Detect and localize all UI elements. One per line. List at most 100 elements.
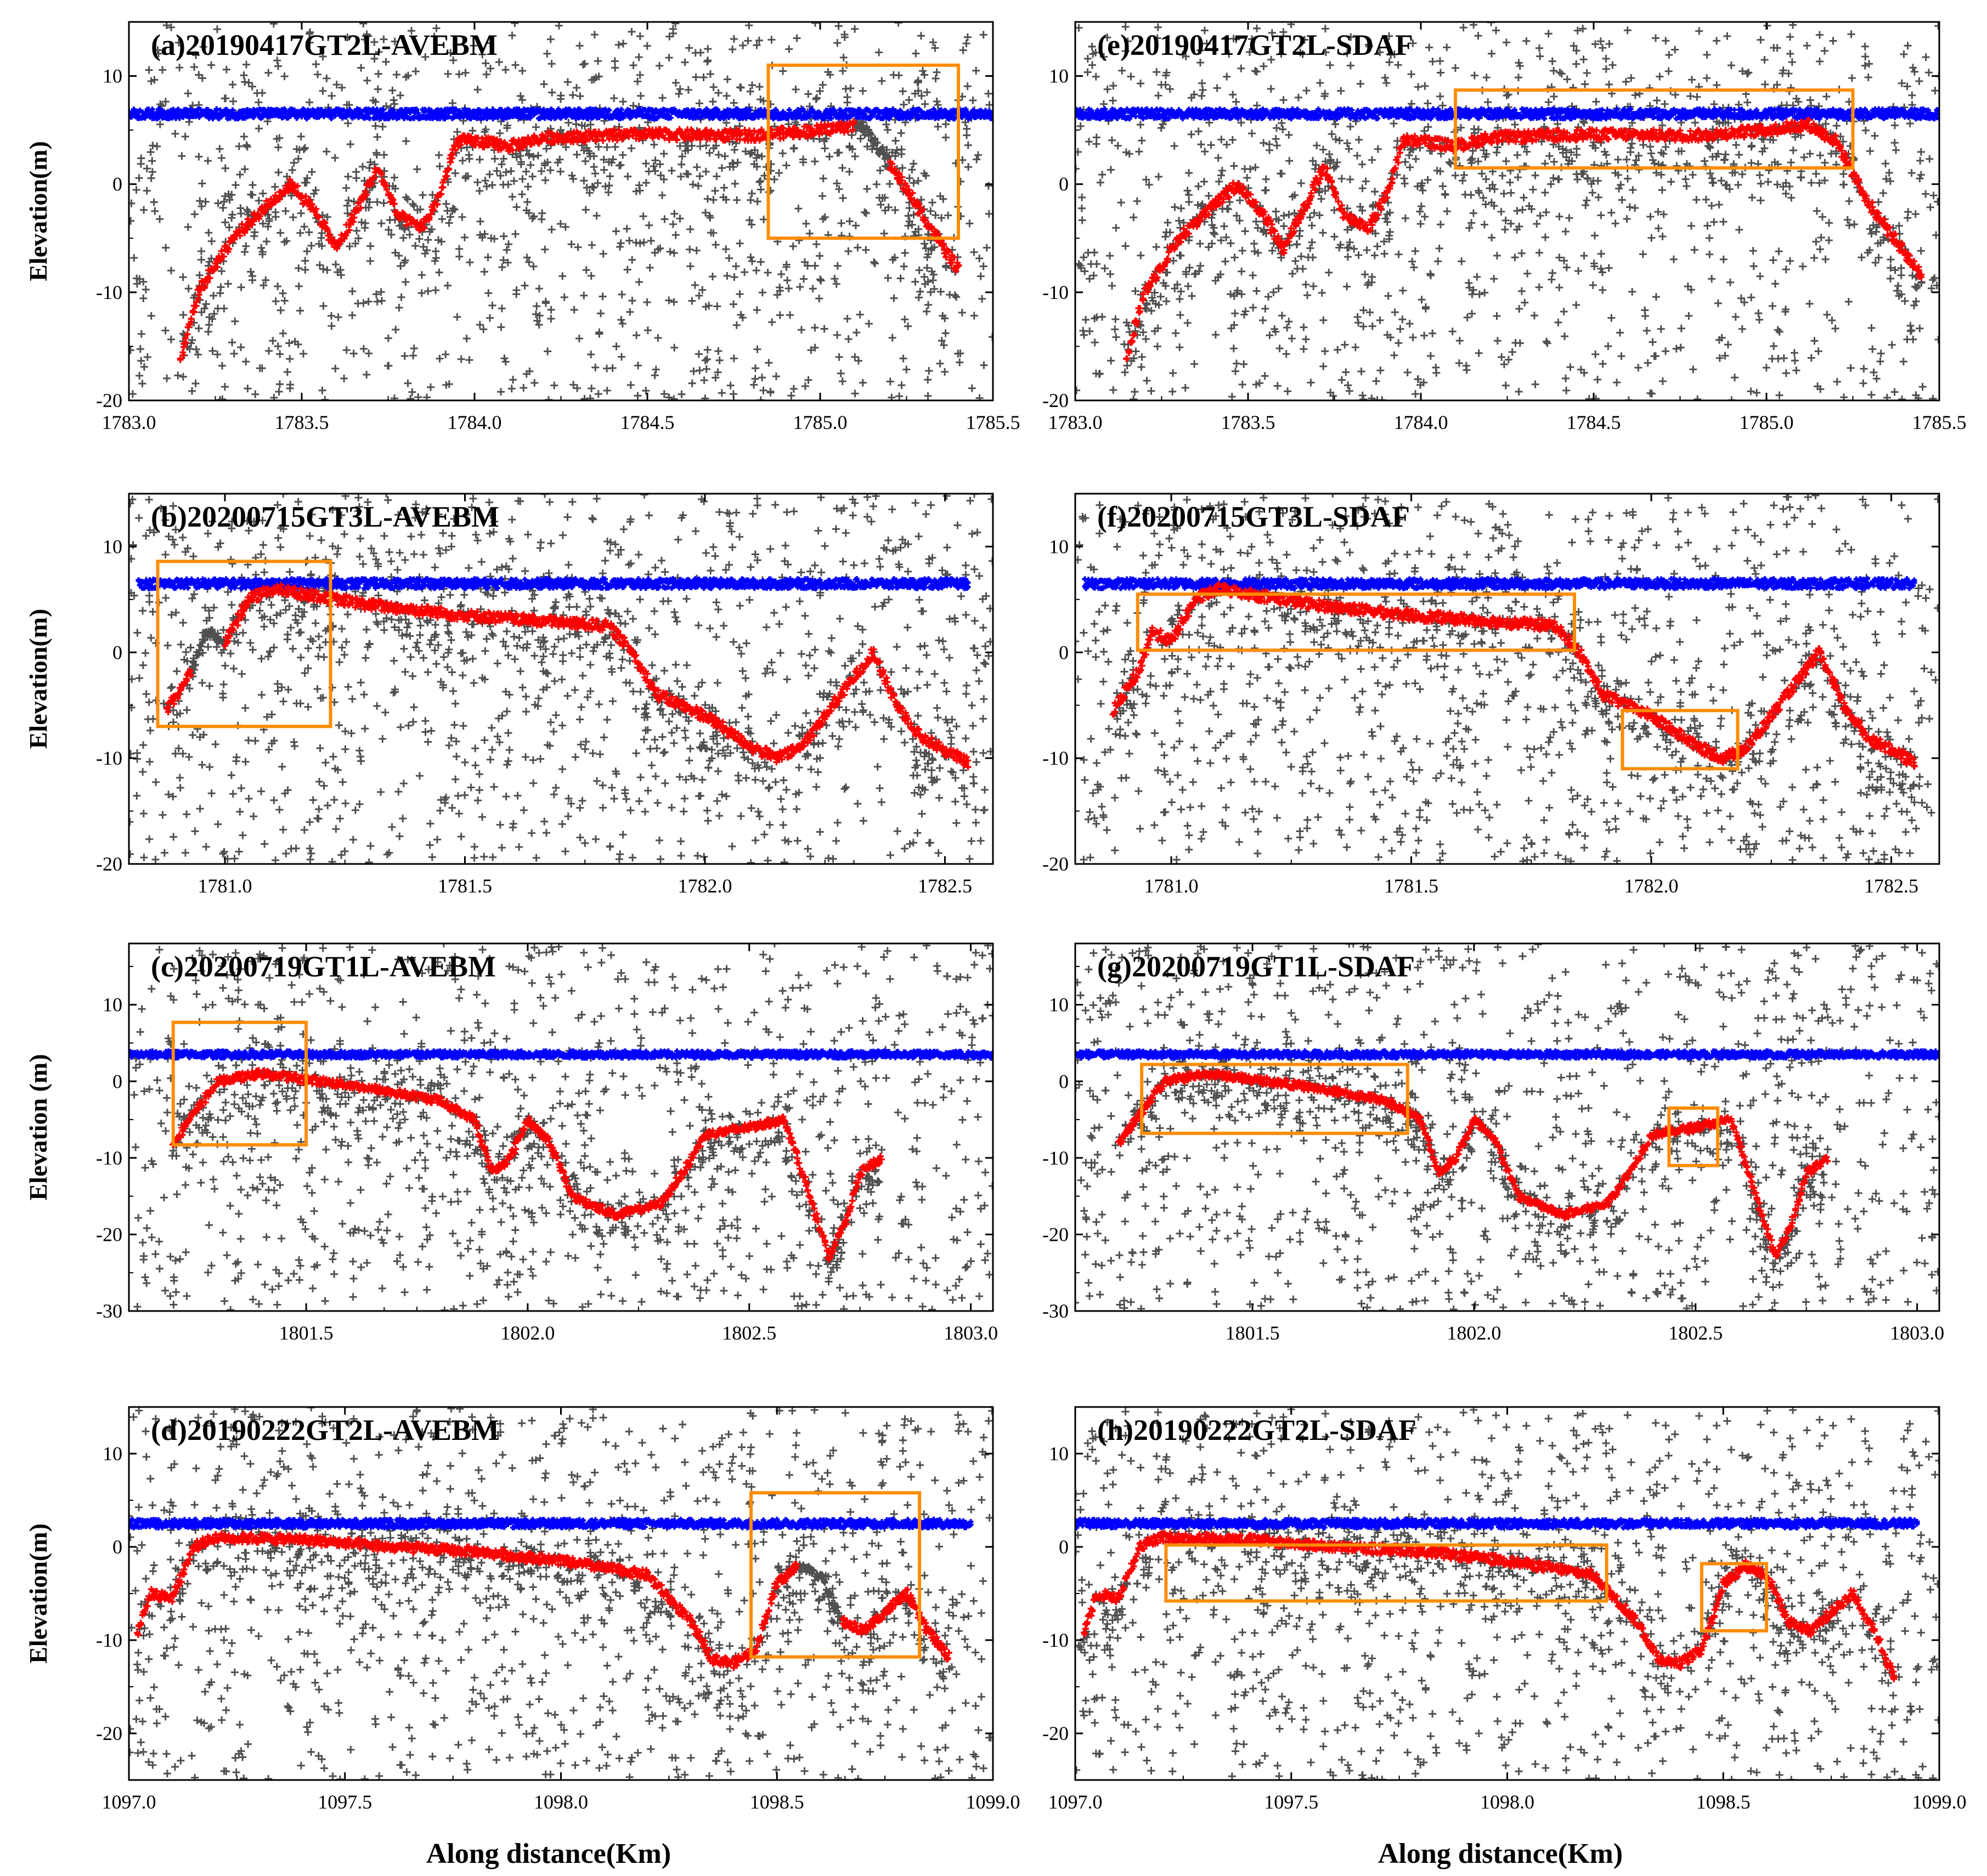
panel-d: -20 -10 0 10 1097.0 1097.5 1098.0 1098.5 1099.0 (… bbox=[24, 1406, 1020, 1813]
x-tick-label: 1782.0 bbox=[1624, 875, 1679, 897]
y-tick-label: -20 bbox=[1042, 1223, 1069, 1245]
plot-area bbox=[1075, 943, 1939, 1311]
axes-frame bbox=[128, 493, 994, 865]
plot-area bbox=[129, 494, 993, 864]
sea-surface-photons bbox=[136, 576, 971, 591]
sea-surface-photons bbox=[1075, 106, 1939, 122]
y-tick-label: -20 bbox=[96, 1223, 122, 1245]
y-tick-label: -10 bbox=[96, 281, 122, 303]
noise-photons bbox=[129, 22, 993, 400]
y-tick-label: 10 bbox=[1049, 994, 1069, 1016]
x-tick-label: 1783.5 bbox=[1221, 411, 1275, 433]
y-tick-label: 10 bbox=[103, 1443, 122, 1465]
y-tick-label: -20 bbox=[1042, 853, 1069, 875]
axes-frame bbox=[128, 942, 994, 1312]
plot-area bbox=[1075, 22, 1939, 400]
sea-surface-photons bbox=[1082, 576, 1917, 591]
y-tick-label: -30 bbox=[1042, 1300, 1069, 1322]
x-tick-label: 1802.5 bbox=[1668, 1322, 1723, 1344]
unclassified-seafloor-photons bbox=[796, 1561, 845, 1624]
x-tick-label: 1803.0 bbox=[944, 1322, 998, 1344]
y-tick-label: 0 bbox=[112, 1070, 122, 1092]
highlight-box bbox=[1136, 592, 1576, 652]
y-tick-label: -10 bbox=[1042, 1147, 1069, 1169]
highlight-box bbox=[1140, 1063, 1409, 1135]
x-tick-label: 1802.5 bbox=[722, 1322, 776, 1344]
highlight-box bbox=[1454, 88, 1855, 170]
x-tick-label: 1785.5 bbox=[1912, 411, 1967, 433]
x-tick-label: 1801.5 bbox=[1226, 1322, 1280, 1344]
plot-area bbox=[1075, 494, 1939, 864]
x-tick-label: 1802.0 bbox=[500, 1322, 555, 1344]
panel-c: -30 -20 -10 0 10 1801.5 1802.0 1802.5 1803.0 (c)2… bbox=[24, 942, 998, 1344]
axes-frame bbox=[1074, 493, 1940, 865]
y-tick-label: -10 bbox=[1042, 1629, 1069, 1651]
plot-area bbox=[129, 22, 993, 400]
panel-e: -20 -10 0 10 1783.0 1783.5 1784.0 1784.5 1785.0 1… bbox=[1042, 21, 1967, 433]
seafloor-photons bbox=[177, 118, 962, 363]
sea-surface-photons bbox=[1075, 1516, 1920, 1531]
y-tick-label: -20 bbox=[1042, 1722, 1069, 1744]
x-tick-label: 1803.0 bbox=[1890, 1322, 1944, 1344]
x-tick-label: 1784.0 bbox=[448, 411, 502, 433]
sea-surface-photons bbox=[1075, 1048, 1939, 1061]
x-tick-label: 1781.5 bbox=[1384, 875, 1438, 897]
x-tick-label: 1784.0 bbox=[1394, 411, 1448, 433]
x-tick-label: 1099.0 bbox=[966, 1791, 1020, 1813]
y-tick-label: 0 bbox=[1059, 641, 1069, 663]
y-tick-label: 10 bbox=[1049, 1443, 1069, 1465]
x-tick-label: 1782.5 bbox=[918, 875, 972, 897]
panel-f: -20 -10 0 10 1781.0 1781.5 1782.0 1782.5 (f)2020… bbox=[1042, 493, 1940, 897]
panel-title: (c)20200719GT1L-AVEBM bbox=[151, 950, 496, 983]
y-tick-label: 10 bbox=[1049, 65, 1069, 87]
panel-b: -20 -10 0 10 1781.0 1781.5 1782.0 1782.5 (b)2020… bbox=[24, 493, 994, 897]
x-tick-label: 1098.5 bbox=[750, 1791, 804, 1813]
x-tick-label: 1785.0 bbox=[793, 411, 848, 433]
panel-title: (b)20200715GT3L-AVEBM bbox=[151, 500, 499, 533]
plot-area bbox=[129, 943, 993, 1311]
highlight-box bbox=[1667, 1106, 1720, 1167]
y-tick-label: 0 bbox=[112, 173, 122, 195]
x-tick-label: 1801.5 bbox=[279, 1322, 334, 1344]
highlight-box bbox=[1700, 1562, 1768, 1633]
highlight-box bbox=[156, 560, 332, 728]
x-tick-label: 1781.0 bbox=[198, 875, 252, 897]
x-tick-label: 1785.5 bbox=[966, 411, 1020, 433]
noise-photons bbox=[1075, 494, 1939, 864]
x-tick-label: 1783.0 bbox=[1048, 411, 1103, 433]
x-tick-label: 1097.0 bbox=[1048, 1791, 1103, 1813]
panel-title: (a)20190417GT2L-AVEBM bbox=[151, 29, 498, 61]
plot-area bbox=[1075, 1407, 1939, 1780]
unclassified-seafloor-photons bbox=[189, 626, 228, 677]
y-tick-label: 0 bbox=[1059, 173, 1069, 195]
y-tick-label: -10 bbox=[96, 747, 122, 769]
y-tick-label: 10 bbox=[103, 65, 122, 87]
y-tick-label: -20 bbox=[96, 853, 122, 875]
y-axis-label: Elevation(m) bbox=[24, 141, 52, 281]
x-tick-label: 1098.5 bbox=[1696, 1791, 1751, 1813]
noise-photons bbox=[130, 943, 993, 1311]
noise-photons bbox=[129, 1407, 993, 1780]
seafloor-photons bbox=[1123, 116, 1925, 363]
plot-area bbox=[129, 1407, 993, 1780]
x-axis-label-left: Along distance(Km) bbox=[426, 1838, 671, 1869]
x-tick-label: 1784.5 bbox=[1567, 411, 1621, 433]
x-tick-label: 1098.0 bbox=[1480, 1791, 1534, 1813]
y-tick-label: -10 bbox=[96, 1629, 122, 1651]
x-tick-label: 1099.0 bbox=[1912, 1791, 1967, 1813]
panel-a: -20 -10 0 10 1783.0 1783.5 1784.0 1784.5 1785.0 1… bbox=[24, 21, 1020, 433]
y-tick-label: -20 bbox=[96, 1722, 122, 1744]
x-tick-label: 1783.5 bbox=[275, 411, 329, 433]
x-axis-label-right: Along distance(Km) bbox=[1378, 1838, 1623, 1869]
y-tick-label: -20 bbox=[96, 389, 122, 411]
panel-h: -20 -10 0 10 1097.0 1097.5 1098.0 1098.5 1099.0 (… bbox=[1042, 1406, 1967, 1813]
x-tick-label: 1097.5 bbox=[318, 1791, 372, 1813]
x-tick-label: 1781.0 bbox=[1144, 875, 1199, 897]
noise-photons bbox=[129, 494, 993, 864]
x-tick-label: 1781.5 bbox=[438, 875, 492, 897]
axes-frame bbox=[1074, 1406, 1940, 1781]
y-tick-label: 10 bbox=[103, 994, 122, 1016]
seafloor-photons bbox=[1115, 1068, 1831, 1260]
axes-frame bbox=[1074, 942, 1940, 1312]
